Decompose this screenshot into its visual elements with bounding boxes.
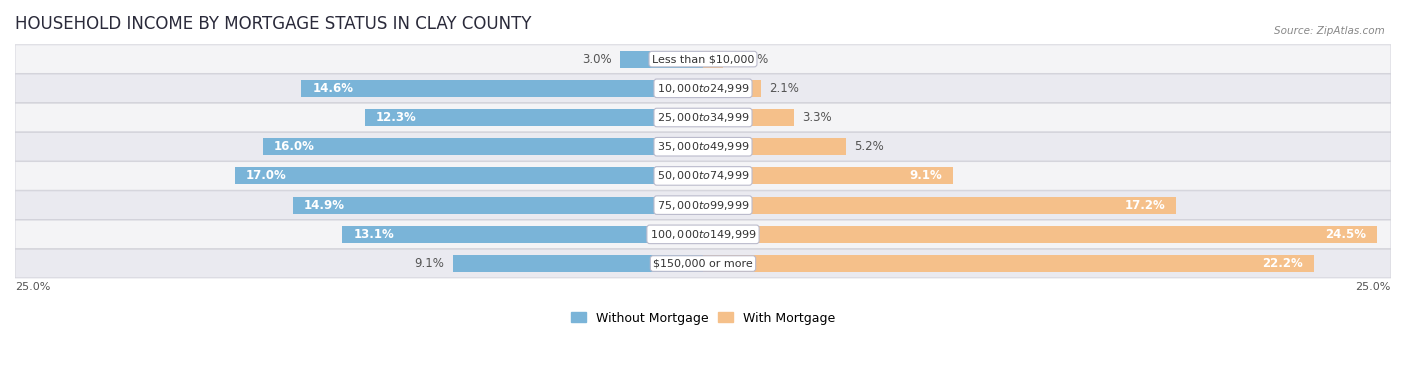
Bar [364, 109, 703, 126]
Bar [703, 197, 1177, 214]
Text: 13.1%: 13.1% [353, 228, 394, 241]
Text: $50,000 to $74,999: $50,000 to $74,999 [657, 169, 749, 183]
FancyBboxPatch shape [15, 45, 1391, 73]
Text: 22.2%: 22.2% [1263, 257, 1303, 270]
FancyBboxPatch shape [15, 132, 1391, 161]
Text: 24.5%: 24.5% [1326, 228, 1367, 241]
Bar [301, 80, 703, 97]
FancyBboxPatch shape [15, 220, 1391, 249]
Text: 14.6%: 14.6% [312, 82, 353, 95]
Text: 0.72%: 0.72% [731, 53, 768, 66]
Bar [292, 197, 703, 214]
Bar [703, 109, 794, 126]
Text: 12.3%: 12.3% [375, 111, 416, 124]
Bar [703, 80, 761, 97]
Bar [703, 138, 846, 155]
Bar [703, 51, 723, 68]
Text: 9.1%: 9.1% [910, 169, 942, 183]
Text: $25,000 to $34,999: $25,000 to $34,999 [657, 111, 749, 124]
Text: $100,000 to $149,999: $100,000 to $149,999 [650, 228, 756, 241]
FancyBboxPatch shape [15, 74, 1391, 102]
Text: 3.3%: 3.3% [801, 111, 832, 124]
FancyBboxPatch shape [15, 191, 1391, 220]
FancyBboxPatch shape [15, 249, 1391, 278]
Text: HOUSEHOLD INCOME BY MORTGAGE STATUS IN CLAY COUNTY: HOUSEHOLD INCOME BY MORTGAGE STATUS IN C… [15, 15, 531, 33]
Text: Source: ZipAtlas.com: Source: ZipAtlas.com [1274, 26, 1385, 36]
Text: $10,000 to $24,999: $10,000 to $24,999 [657, 82, 749, 95]
Bar [703, 167, 953, 184]
Text: 25.0%: 25.0% [15, 282, 51, 292]
Text: 3.0%: 3.0% [582, 53, 612, 66]
Text: $75,000 to $99,999: $75,000 to $99,999 [657, 198, 749, 212]
Legend: Without Mortgage, With Mortgage: Without Mortgage, With Mortgage [565, 307, 841, 330]
Text: $150,000 or more: $150,000 or more [654, 259, 752, 268]
Text: 17.0%: 17.0% [246, 169, 287, 183]
Text: Less than $10,000: Less than $10,000 [652, 54, 754, 64]
Text: 25.0%: 25.0% [1355, 282, 1391, 292]
Text: 5.2%: 5.2% [855, 140, 884, 153]
Text: 14.9%: 14.9% [304, 198, 344, 212]
Bar [453, 255, 703, 272]
Bar [263, 138, 703, 155]
Text: 16.0%: 16.0% [274, 140, 315, 153]
Text: 9.1%: 9.1% [415, 257, 444, 270]
Text: 17.2%: 17.2% [1125, 198, 1166, 212]
FancyBboxPatch shape [15, 162, 1391, 190]
FancyBboxPatch shape [15, 103, 1391, 132]
Bar [235, 167, 703, 184]
Text: 2.1%: 2.1% [769, 82, 799, 95]
Bar [703, 255, 1315, 272]
Bar [343, 226, 703, 243]
Bar [620, 51, 703, 68]
Text: $35,000 to $49,999: $35,000 to $49,999 [657, 140, 749, 153]
Bar [703, 226, 1378, 243]
